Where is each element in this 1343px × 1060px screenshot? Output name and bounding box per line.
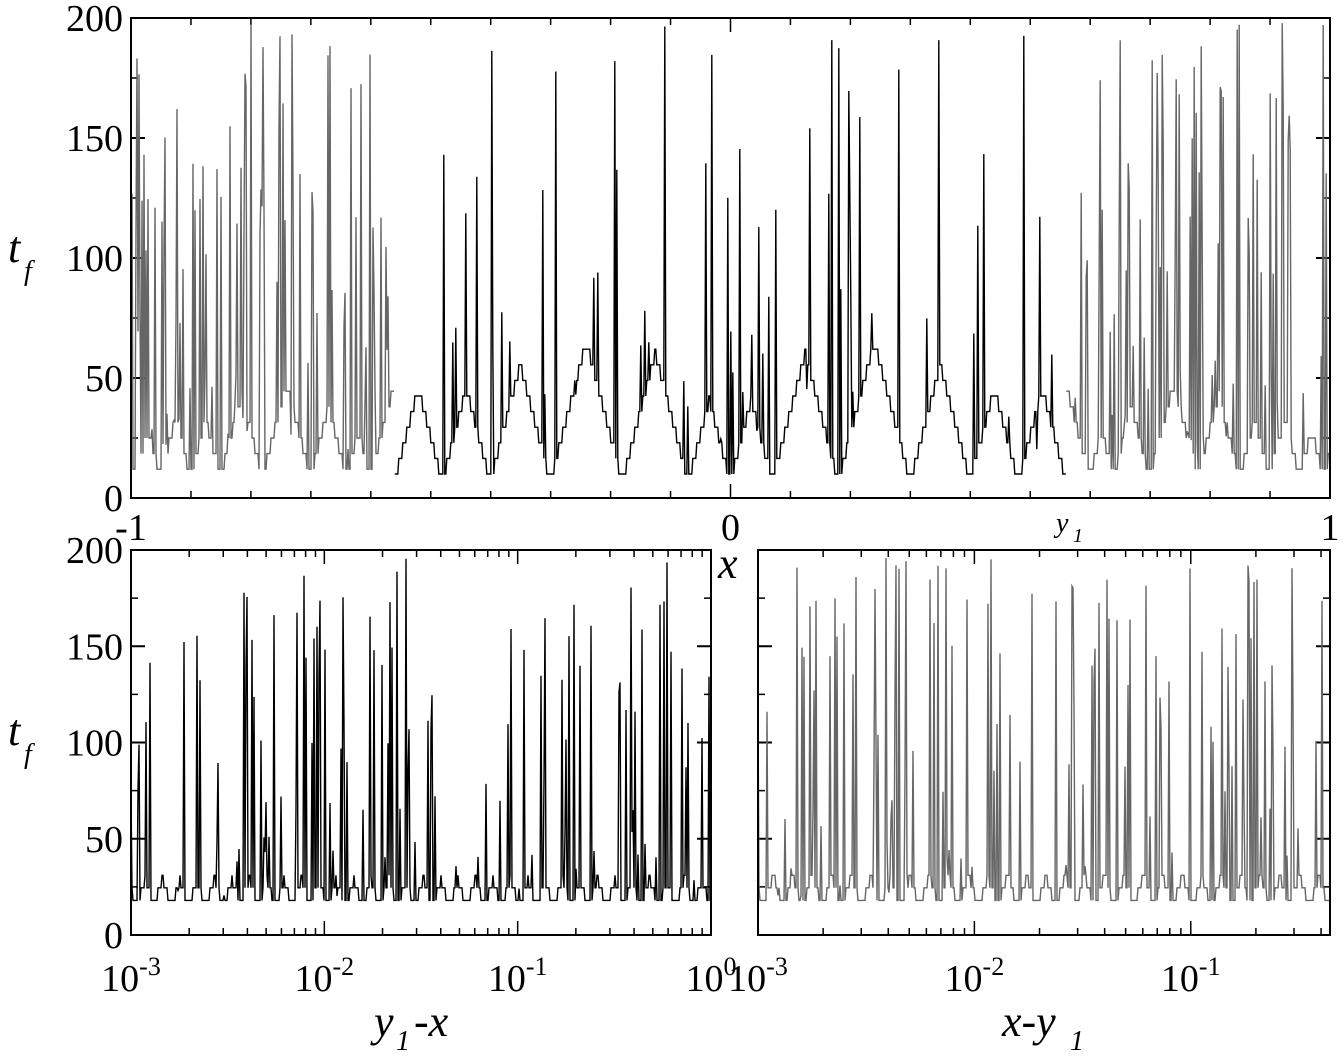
svg-text:-x: -x bbox=[414, 997, 449, 1046]
br-x-tick-label: 10-3 bbox=[728, 952, 788, 1000]
svg-text:y: y bbox=[1053, 508, 1069, 539]
svg-text:1: 1 bbox=[1070, 1026, 1084, 1057]
top-x-tick-label: -1 bbox=[115, 507, 147, 549]
bl-x-tick-label: 100 bbox=[686, 952, 737, 1000]
top-y-tick-label: 50 bbox=[85, 358, 123, 400]
top-x-tick-label: 1 bbox=[1321, 507, 1340, 549]
bl-y-tick-label: 0 bbox=[104, 915, 123, 957]
bl-x-tick-label: 10-1 bbox=[488, 952, 548, 1000]
bl-y-tick-label: 200 bbox=[66, 530, 123, 572]
bl-x-tick-label: 10-3 bbox=[101, 952, 161, 1000]
bl-y-tick-label: 50 bbox=[85, 819, 123, 861]
br-plot-frame bbox=[757, 549, 1331, 936]
top-x-axis-title: x bbox=[717, 539, 738, 588]
br-x-tick-label: 10-2 bbox=[945, 952, 1005, 1000]
top-y-tick-label: 100 bbox=[66, 238, 123, 280]
top-y-tick-label: 0 bbox=[104, 478, 123, 520]
bottom-left-panel: 0 50 100 150 200 10-3 10-2 10-1 100 bbox=[66, 530, 737, 1000]
top-series-black bbox=[394, 26, 1066, 475]
top-y-tick-label: 200 bbox=[66, 0, 123, 40]
svg-text:t: t bbox=[8, 706, 22, 755]
svg-text:y: y bbox=[370, 997, 394, 1046]
top-series-grey-left bbox=[130, 24, 394, 470]
svg-text:f: f bbox=[24, 256, 35, 287]
svg-text:f: f bbox=[24, 739, 35, 770]
y1-marker-label: y 1 bbox=[1053, 508, 1083, 547]
top-series-grey-right bbox=[1066, 23, 1330, 470]
bl-series bbox=[130, 558, 711, 902]
bottom-right-panel: 10-3 10-2 10-1 bbox=[728, 549, 1331, 1000]
bottom-left-y-axis-title: t f bbox=[8, 706, 35, 770]
svg-text:x-y: x-y bbox=[1001, 997, 1056, 1046]
top-y-tick-label: 150 bbox=[66, 118, 123, 160]
top-plot-frame bbox=[130, 17, 1331, 499]
bl-y-tick-label: 150 bbox=[66, 626, 123, 668]
bl-plot-frame bbox=[130, 549, 712, 936]
bottom-right-x-axis-title: x-y 1 bbox=[1001, 997, 1084, 1057]
top-y-axis-title: t f bbox=[8, 223, 35, 287]
bl-y-tick-label: 100 bbox=[66, 723, 123, 765]
svg-text:1: 1 bbox=[1073, 525, 1083, 547]
bottom-left-x-axis-title: y 1 -x bbox=[370, 997, 449, 1057]
br-series bbox=[757, 558, 1330, 902]
svg-text:t: t bbox=[8, 223, 22, 272]
svg-text:1: 1 bbox=[396, 1026, 410, 1057]
br-x-tick-label: 10-1 bbox=[1161, 952, 1221, 1000]
top-x-tick-label: 0 bbox=[721, 507, 740, 549]
bl-x-tick-label: 10-2 bbox=[294, 952, 354, 1000]
